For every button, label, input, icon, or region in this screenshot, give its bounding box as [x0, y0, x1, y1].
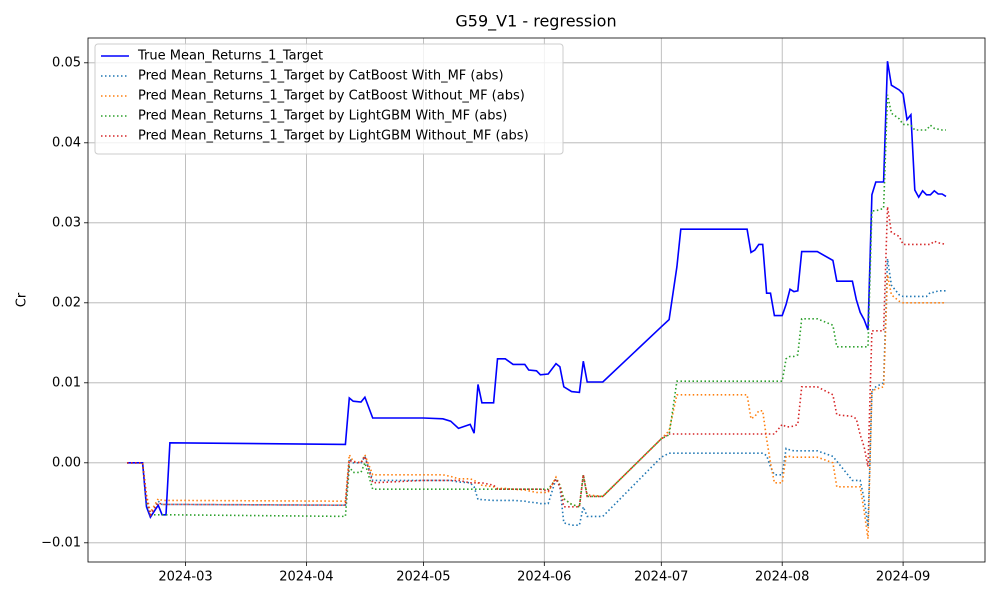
y-tick-label: 0.03 [52, 215, 81, 230]
y-tick-label: 0.05 [52, 55, 81, 70]
x-tick-label: 2024-05 [396, 570, 450, 585]
x-tick-label: 2024-06 [517, 570, 571, 585]
legend-label: Pred Mean_Returns_1_Target by CatBoost W… [138, 69, 504, 84]
x-tick-label: 2024-04 [279, 570, 333, 585]
series-line [127, 94, 946, 518]
legend-label: Pred Mean_Returns_1_Target by CatBoost W… [138, 89, 525, 104]
x-tick-label: 2024-09 [876, 570, 930, 585]
plot-frame [87, 37, 986, 563]
x-tick-label: 2024-07 [634, 570, 688, 585]
chart-title: G59_V1 - regression [455, 12, 616, 32]
series-line [127, 206, 947, 517]
y-tick-label: 0.02 [52, 295, 81, 310]
legend-label: Pred Mean_Returns_1_Target by LightGBM W… [138, 109, 507, 124]
legend-label: Pred Mean_Returns_1_Target by LightGBM W… [138, 129, 529, 144]
legend-box [94, 43, 564, 155]
y-tick-label: −0.01 [41, 535, 81, 550]
y-tick-label: 0.04 [52, 135, 81, 150]
series-line [127, 274, 946, 539]
series-line [127, 258, 946, 527]
y-tick-label: 0.01 [52, 375, 81, 390]
series-line [127, 61, 947, 519]
x-tick-label: 2024-03 [158, 570, 212, 585]
legend-label: True Mean_Returns_1_Target [137, 49, 323, 64]
y-tick-label: 0.00 [52, 455, 81, 470]
x-tick-label: 2024-08 [755, 570, 809, 585]
y-axis-label: Cr [15, 292, 30, 307]
